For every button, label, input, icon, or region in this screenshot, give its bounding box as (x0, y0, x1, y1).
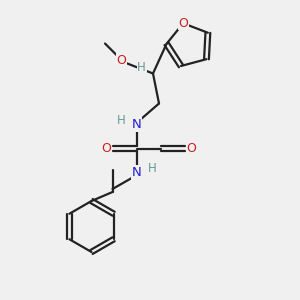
Text: O: O (101, 142, 111, 155)
Text: H: H (148, 161, 157, 175)
Text: H: H (137, 61, 146, 74)
Text: O: O (178, 17, 188, 30)
Text: N: N (132, 118, 141, 131)
Text: O: O (186, 142, 196, 155)
Text: O: O (117, 53, 126, 67)
Text: N: N (132, 166, 141, 179)
Text: H: H (116, 113, 125, 127)
